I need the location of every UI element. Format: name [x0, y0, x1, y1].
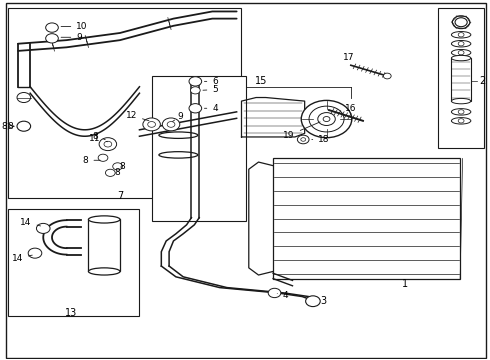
Ellipse shape: [451, 109, 471, 115]
Polygon shape: [242, 98, 305, 137]
Circle shape: [309, 106, 344, 132]
Ellipse shape: [451, 32, 471, 38]
Circle shape: [458, 50, 464, 55]
Circle shape: [46, 23, 58, 32]
Circle shape: [301, 138, 306, 141]
Text: 18: 18: [312, 135, 330, 144]
Text: 11: 11: [89, 134, 108, 143]
Ellipse shape: [88, 268, 120, 275]
Text: 16: 16: [345, 104, 357, 113]
Circle shape: [318, 113, 335, 126]
Text: 4: 4: [277, 291, 289, 300]
Circle shape: [458, 119, 464, 123]
Text: 19: 19: [283, 122, 320, 140]
Circle shape: [458, 41, 464, 46]
Ellipse shape: [88, 216, 120, 223]
Text: 8: 8: [83, 156, 100, 165]
Bar: [151, 76, 246, 221]
Circle shape: [105, 169, 115, 176]
Text: 8: 8: [7, 122, 13, 131]
Bar: [88, 220, 120, 271]
Circle shape: [167, 122, 175, 127]
Text: 3: 3: [320, 296, 327, 306]
Text: 9: 9: [172, 112, 183, 122]
Circle shape: [458, 110, 464, 114]
Circle shape: [297, 135, 309, 144]
Ellipse shape: [455, 18, 467, 27]
Text: 8: 8: [93, 132, 105, 141]
Ellipse shape: [451, 98, 471, 104]
Text: 5: 5: [203, 85, 218, 94]
Text: 2: 2: [480, 76, 486, 86]
Circle shape: [46, 34, 58, 43]
Text: 8: 8: [115, 168, 121, 177]
Circle shape: [162, 118, 180, 131]
Ellipse shape: [159, 132, 198, 138]
Text: 7: 7: [117, 191, 123, 201]
Circle shape: [189, 77, 202, 86]
Bar: [159, 135, 198, 155]
Text: 15: 15: [255, 76, 267, 86]
Bar: [451, 58, 471, 101]
Circle shape: [306, 296, 320, 307]
Ellipse shape: [451, 41, 471, 47]
Circle shape: [98, 154, 108, 161]
Circle shape: [104, 141, 112, 147]
Circle shape: [36, 224, 50, 233]
Circle shape: [458, 33, 464, 37]
Bar: [8, 8, 242, 198]
Text: 12: 12: [125, 111, 149, 121]
Text: 10: 10: [61, 22, 88, 31]
Bar: [8, 209, 140, 316]
Text: 8: 8: [120, 162, 125, 171]
Text: 6: 6: [204, 77, 218, 86]
Text: 9: 9: [61, 33, 82, 42]
Text: 1: 1: [402, 279, 408, 289]
Text: 13: 13: [65, 309, 77, 318]
Circle shape: [268, 288, 281, 298]
Circle shape: [191, 87, 200, 94]
Ellipse shape: [451, 118, 471, 124]
Circle shape: [301, 100, 352, 138]
Circle shape: [17, 121, 30, 131]
Circle shape: [323, 117, 330, 122]
Circle shape: [189, 104, 202, 113]
Bar: [438, 8, 485, 148]
Circle shape: [28, 248, 42, 258]
Text: 17: 17: [343, 53, 354, 62]
Circle shape: [383, 73, 391, 79]
Circle shape: [17, 93, 30, 103]
Ellipse shape: [159, 152, 198, 158]
Ellipse shape: [451, 49, 471, 56]
Text: 8: 8: [1, 122, 14, 131]
Ellipse shape: [451, 55, 471, 61]
Circle shape: [452, 16, 470, 29]
Bar: [273, 158, 460, 279]
Circle shape: [147, 122, 155, 127]
Text: 14: 14: [11, 254, 32, 263]
Circle shape: [143, 118, 160, 131]
Circle shape: [99, 138, 117, 150]
Circle shape: [113, 163, 122, 170]
Text: 4: 4: [204, 104, 218, 113]
Text: 14: 14: [20, 218, 41, 227]
